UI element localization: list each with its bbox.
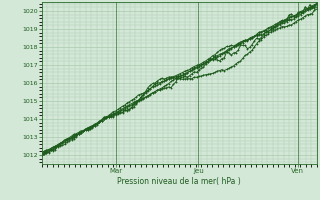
X-axis label: Pression niveau de la mer( hPa ): Pression niveau de la mer( hPa )	[117, 177, 241, 186]
